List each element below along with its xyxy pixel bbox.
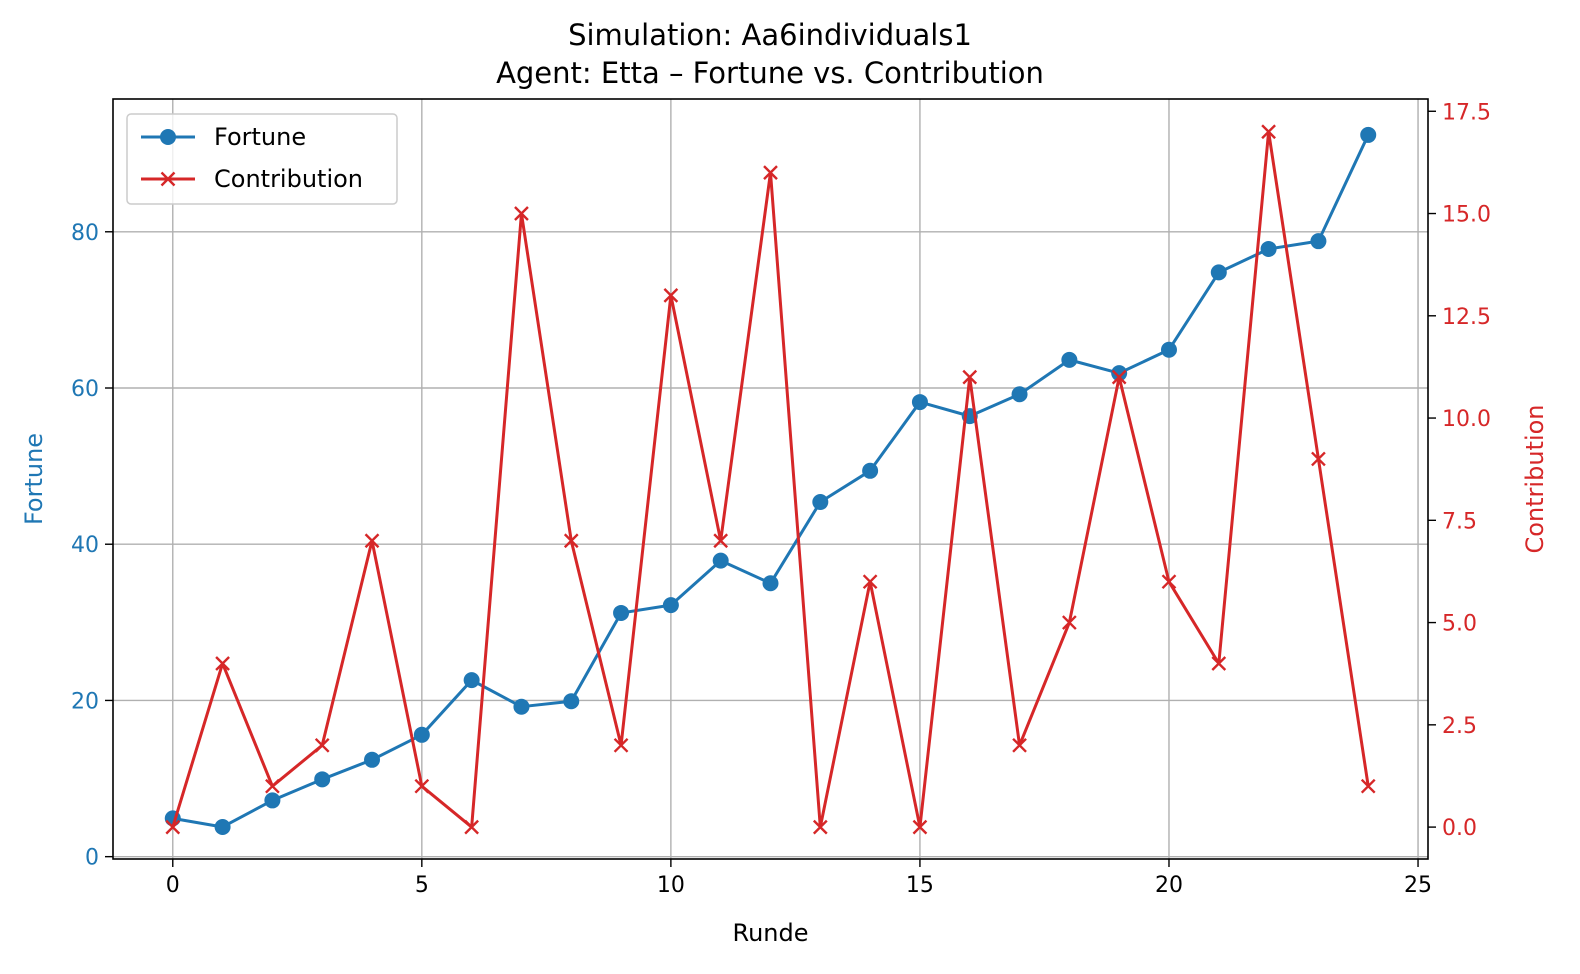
fortune-line	[172, 134, 1370, 829]
left-y-tick-label: 80	[71, 221, 99, 246]
grid	[113, 99, 1428, 859]
contribution-point	[912, 819, 928, 835]
x-axis: 0 5 10 15 20 25	[166, 859, 1432, 898]
x-tick-label: 0	[166, 873, 180, 898]
contribution-point	[1360, 778, 1376, 794]
contribution-point	[613, 737, 629, 753]
right-y-tick-label: 17.5	[1442, 100, 1491, 125]
fortune-point	[214, 818, 231, 835]
x-tick-label: 5	[415, 873, 429, 898]
left-y-tick-label: 20	[71, 689, 99, 714]
fortune-point	[463, 672, 480, 689]
legend-contribution-label: Contribution	[214, 165, 363, 193]
contribution-point	[713, 533, 729, 549]
right-y-tick-label: 5.0	[1442, 612, 1477, 637]
fortune-point	[1111, 365, 1128, 382]
contribution-point	[563, 533, 579, 549]
contribution-point	[812, 819, 828, 835]
right-y-tick-label: 0.0	[1442, 816, 1477, 841]
fortune-point	[1011, 386, 1028, 403]
fortune-point	[662, 597, 679, 614]
contribution-point	[215, 656, 230, 671]
x-tick-label: 20	[1155, 873, 1183, 898]
fortune-point	[1210, 264, 1227, 281]
contribution-point	[663, 287, 679, 303]
contribution-point	[1012, 737, 1027, 753]
fortune-point	[1360, 126, 1377, 143]
contribution-point	[464, 819, 479, 835]
right-y-tick-label: 2.5	[1442, 714, 1477, 739]
fortune-point	[413, 726, 430, 743]
contribution-point	[763, 165, 778, 180]
fortune-point	[1260, 240, 1277, 257]
contribution-point	[862, 574, 878, 590]
left-y-axis-label: Fortune	[20, 433, 48, 525]
contribution-point	[265, 778, 280, 794]
legend: Fortune Contribution	[126, 113, 398, 205]
right-y-tick-label: 12.5	[1442, 305, 1491, 330]
fortune-point	[364, 751, 381, 768]
legend-fortune-label: Fortune	[214, 123, 306, 151]
left-y-tick-label: 40	[71, 533, 99, 558]
fortune-point	[314, 771, 331, 788]
contribution-point	[314, 737, 330, 753]
left-y-tick-label: 60	[71, 377, 99, 402]
contribution-point	[414, 778, 430, 794]
right-y-axis-label: Contribution	[1521, 404, 1549, 553]
fortune-point	[264, 792, 281, 809]
fortune-series	[164, 126, 1377, 835]
contribution-point	[1311, 451, 1326, 467]
contribution-point	[1062, 615, 1077, 630]
contribution-point	[962, 369, 978, 385]
right-y-axis: 0.0 2.5 5.0 7.5 10.0 12.5 15.0 17.5	[1428, 100, 1491, 841]
x-tick-label: 15	[906, 873, 934, 898]
contribution-point	[364, 533, 380, 549]
fortune-point	[613, 604, 630, 621]
x-axis-label: Runde	[732, 919, 808, 947]
x-tick-label: 25	[1404, 873, 1432, 898]
fortune-point	[513, 698, 530, 715]
fortune-point	[862, 462, 879, 479]
left-y-axis: 0 20 40 60 80	[71, 221, 113, 871]
x-tick-label: 10	[657, 873, 685, 898]
fortune-point	[762, 575, 779, 592]
fortune-point	[812, 494, 829, 511]
right-y-tick-label: 7.5	[1442, 509, 1477, 534]
right-y-tick-label: 15.0	[1442, 203, 1491, 228]
contribution-point	[514, 206, 529, 221]
contribution-point	[1111, 369, 1127, 385]
fortune-point	[712, 552, 729, 569]
series-group	[164, 124, 1377, 835]
fortune-point	[1061, 351, 1078, 368]
chart-title: Simulation: Aa6individuals1	[568, 18, 972, 52]
contribution-line	[171, 130, 1370, 829]
fortune-point	[1160, 341, 1177, 358]
fortune-point	[563, 693, 580, 710]
contribution-point	[1211, 656, 1227, 671]
fortune-point	[1310, 233, 1327, 250]
contribution-series	[165, 124, 1376, 835]
fortune-point	[911, 394, 928, 411]
contribution-point	[1261, 124, 1276, 140]
legend-fortune-marker	[160, 129, 176, 145]
chart-subtitle: Agent: Etta – Fortune vs. Contribution	[496, 56, 1044, 90]
contribution-point	[1161, 574, 1177, 590]
contribution-point	[165, 819, 181, 835]
plot-frame	[112, 98, 1429, 860]
left-y-tick-label: 0	[85, 846, 99, 871]
right-y-tick-label: 10.0	[1442, 407, 1491, 432]
legend-contribution-marker	[160, 171, 176, 187]
